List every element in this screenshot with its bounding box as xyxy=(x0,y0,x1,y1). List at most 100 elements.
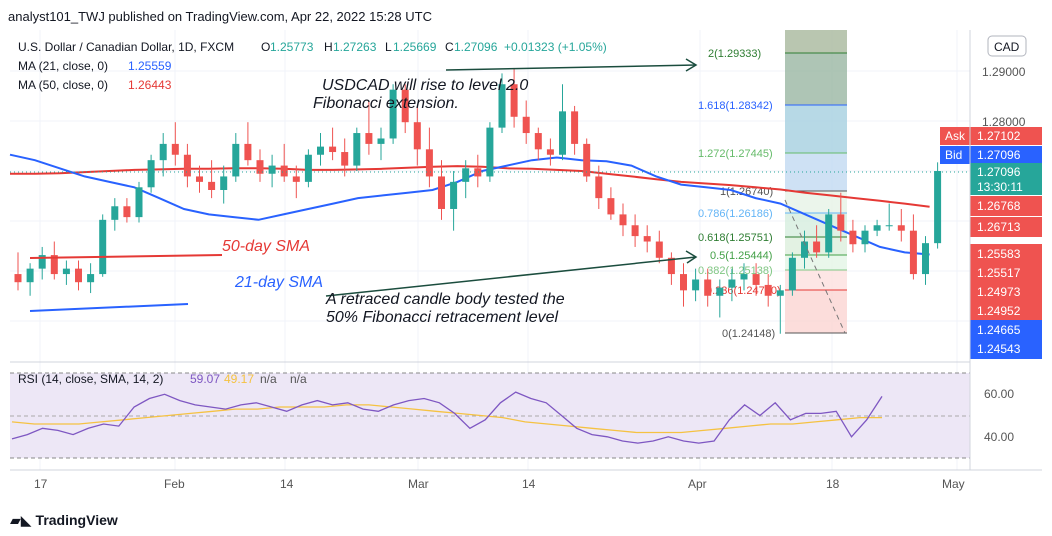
time-label: 17 xyxy=(34,477,48,491)
candle-body xyxy=(329,146,337,153)
candle-body xyxy=(462,168,470,182)
price-tag-label: Bid xyxy=(945,148,962,162)
candle-body xyxy=(849,230,857,245)
candle-body xyxy=(716,287,724,296)
candle-body xyxy=(680,274,687,291)
price-badge: 1.26713 xyxy=(977,220,1021,234)
candle-body xyxy=(934,171,942,244)
publisher-bar: analyst101_TWJ published on TradingView.… xyxy=(0,0,1052,30)
annotation-retrace-line1: A retraced candle body tested the xyxy=(325,291,565,308)
currency-label: CAD xyxy=(994,40,1020,54)
candle-body xyxy=(75,268,82,283)
current-price-time: 13:30:11 xyxy=(977,180,1023,194)
candle-body xyxy=(728,279,736,288)
candle-body xyxy=(292,176,300,182)
candle-body xyxy=(377,138,385,144)
projection-dashed-line xyxy=(784,199,846,334)
candle-body xyxy=(220,176,228,190)
price-badge-bg xyxy=(970,339,1042,359)
price-badge: 1.24543 xyxy=(977,342,1021,356)
fib-level-label: 1.618(1.28342) xyxy=(698,100,773,112)
candle-body xyxy=(522,116,530,134)
price-axis[interactable]: 1.29000 1.28000 Ask 1.27102 Bid 1.27096 1.27… xyxy=(10,65,1042,359)
price-badge-bg xyxy=(970,263,1042,283)
time-label: 14 xyxy=(522,477,536,491)
price-tag-value-bg xyxy=(970,146,1042,164)
fib-zone xyxy=(785,270,847,290)
price-badge-bg xyxy=(970,320,1042,340)
candle-body xyxy=(159,143,167,161)
candle-body xyxy=(619,214,627,226)
fib-level-label: 1(1.26740) xyxy=(720,186,773,198)
fib-zone xyxy=(785,105,847,153)
candle-body xyxy=(14,274,22,283)
candle-body xyxy=(667,257,675,275)
annotation-retrace-line2: 50% Fibonacci retracement level xyxy=(326,309,559,326)
candle-body xyxy=(450,181,458,209)
price-tag-label-bg xyxy=(940,146,970,164)
candle-body xyxy=(304,154,312,182)
candle-body xyxy=(365,133,373,144)
candle-body xyxy=(50,255,58,275)
time-axis[interactable]: 17 Feb 14 Mar 14 Apr 18 May xyxy=(34,477,965,491)
price-badge-bg xyxy=(970,196,1042,216)
candle-body xyxy=(692,279,700,291)
candle-body xyxy=(425,149,433,177)
price-badge: 1.24665 xyxy=(977,323,1021,337)
time-label: Apr xyxy=(688,477,707,491)
candle-body xyxy=(486,127,494,177)
candle-body xyxy=(474,168,482,177)
candle-body xyxy=(280,165,288,177)
time-label: 18 xyxy=(826,477,840,491)
candle-body xyxy=(183,154,191,177)
fib-zone xyxy=(785,255,847,270)
legend-o-label: O xyxy=(261,40,270,54)
price-badge-bg xyxy=(970,244,1042,264)
rise-arrow-head xyxy=(685,58,698,72)
candle-body xyxy=(147,160,155,188)
fib-zone xyxy=(785,53,847,105)
fib-zone xyxy=(785,213,847,237)
candle-body xyxy=(111,206,119,220)
legend-c-value: 1.27096 xyxy=(454,40,498,54)
candle-body xyxy=(704,279,712,296)
candles xyxy=(14,67,942,334)
candle-body xyxy=(26,268,34,283)
fibonacci-tool[interactable]: 2(1.29333) 1.618(1.28342) 1.272(1.27445) 1(… xyxy=(698,30,847,340)
price-tag-value-bg xyxy=(970,127,1042,145)
tradingview-logo[interactable]: ▰◣ TradingView xyxy=(10,512,118,529)
tv-logo-text: TradingView xyxy=(35,512,118,528)
legend-ma50-label: MA (50, close, 0) xyxy=(18,78,108,92)
time-label: May xyxy=(942,477,965,491)
time-label: Mar xyxy=(408,477,429,491)
fib-zone xyxy=(785,290,847,333)
currency-button[interactable] xyxy=(987,35,1027,57)
current-price: 1.27096 xyxy=(977,165,1021,179)
candle-body xyxy=(740,274,748,280)
rsi-sma-value: 49.17 xyxy=(224,372,254,386)
time-label: Feb xyxy=(164,477,185,491)
candle-body xyxy=(571,111,579,144)
candle-body xyxy=(244,143,252,161)
candle-body xyxy=(837,214,845,231)
legend-l-label: L xyxy=(385,40,392,54)
legend-ma21-label: MA (21, close, 0) xyxy=(18,59,108,73)
candle-body xyxy=(317,146,324,155)
price-badge-bg xyxy=(970,282,1042,302)
publisher-text: analyst101_TWJ published on TradingView.… xyxy=(8,9,432,24)
price-badge: 1.26768 xyxy=(977,199,1021,213)
price-tick-1: 1.29000 xyxy=(982,65,1026,79)
candle-body xyxy=(268,165,276,174)
candle-body xyxy=(87,274,95,283)
candle-body xyxy=(498,84,506,128)
legend-ma50-value: 1.26443 xyxy=(128,78,172,92)
rsi-legend: RSI (14, close, SMA, 14, 2) 59.07 49.17 … xyxy=(18,372,307,386)
price-tag-label-bg xyxy=(940,127,970,145)
price-chart[interactable]: 2(1.29333) 1.618(1.28342) 1.272(1.27445) 1(… xyxy=(0,0,1052,506)
fib-level-label: 0(1.24148) xyxy=(722,328,775,340)
candle-body xyxy=(38,255,46,269)
candle-body xyxy=(825,214,833,253)
candle-body xyxy=(922,243,929,275)
candle-body xyxy=(99,219,107,275)
candle-body xyxy=(510,84,518,117)
